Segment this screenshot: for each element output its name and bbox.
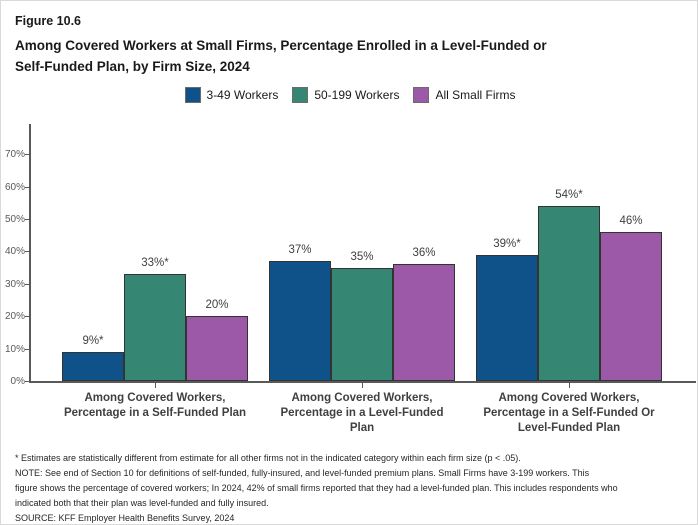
- legend-swatch: [292, 87, 309, 103]
- y-tick-mark: [25, 186, 30, 188]
- y-tick-label: 50%: [4, 214, 25, 225]
- bar-value-label: 36%: [412, 247, 436, 260]
- bar-value-label: 33%*: [141, 257, 169, 270]
- y-tick-mark: [25, 381, 30, 382]
- y-tick-label: 30%: [4, 278, 25, 290]
- legend-label: 3-49 Workers: [206, 88, 279, 102]
- legend-swatch: [184, 87, 201, 103]
- bar-value-label: 39%*: [493, 237, 521, 250]
- y-tick-mark: [25, 316, 30, 318]
- bar-value-label: 20%: [205, 299, 229, 312]
- chart-legend: 3-49 Workers 50-199 Workers All Small Firm…: [1, 87, 697, 103]
- chart: 0% 10% 20% 30% 40% 50% 60% 70% 9%* 33%* 20% Among C…: [1, 121, 697, 441]
- bar-3-49-workers: [62, 351, 124, 381]
- legend-swatch: [413, 87, 430, 103]
- bar-all-small-firms: [393, 264, 455, 381]
- figure-label: Figure 10.6: [15, 14, 81, 28]
- x-tick-mark: [362, 383, 363, 388]
- bar-50-199-workers: [331, 267, 393, 381]
- y-tick-label: 20%: [4, 311, 25, 323]
- footnote-source: SOURCE: KFF Employer Health Benefits Sur…: [15, 513, 235, 523]
- legend-item-all-small-firms: All Small Firms: [413, 87, 515, 103]
- x-tick-mark: [569, 383, 570, 388]
- bar-3-49-workers: [476, 254, 538, 381]
- bar-50-199-workers: [538, 206, 600, 381]
- footnote-asterisk: * Estimates are statistically different …: [15, 453, 521, 463]
- footnotes: * Estimates are statistically different …: [15, 451, 689, 524]
- y-tick-mark: [25, 251, 30, 253]
- y-tick-mark: [25, 348, 30, 350]
- x-tick-mark: [155, 383, 156, 388]
- y-axis-line: [29, 124, 31, 383]
- y-tick-label: 0%: [10, 376, 25, 387]
- bar-value-label: 37%: [288, 244, 312, 257]
- bar-3-49-workers: [269, 261, 331, 381]
- x-axis-label: Among Covered Workers, Percentage in a L…: [280, 392, 444, 434]
- y-tick-mark: [25, 154, 30, 156]
- legend-label: All Small Firms: [435, 88, 516, 102]
- bar-all-small-firms: [186, 316, 248, 381]
- y-tick-label: 60%: [4, 181, 25, 193]
- y-tick-label: 10%: [4, 343, 25, 355]
- bar-50-199-workers: [124, 274, 186, 381]
- footnote-note: NOTE: See end of Section 10 for definiti…: [15, 468, 618, 508]
- legend-label: 50-199 Workers: [314, 88, 400, 102]
- x-axis-label: Among Covered Workers, Percentage in a S…: [483, 392, 655, 434]
- bar-value-label: 35%: [350, 250, 374, 263]
- figure-title: Among Covered Workers at Small Firms, Pe…: [15, 38, 547, 74]
- y-tick-label: 70%: [4, 149, 25, 161]
- y-tick-label: 40%: [4, 246, 25, 258]
- bar-value-label: 54%*: [555, 189, 583, 202]
- y-tick-mark: [25, 283, 30, 285]
- legend-item-3-49-workers: 3-49 Workers: [184, 87, 279, 103]
- legend-item-50-199-workers: 50-199 Workers: [292, 87, 399, 103]
- bar-value-label: 9%*: [82, 334, 104, 347]
- y-tick-mark: [25, 219, 30, 220]
- x-axis-line: [29, 381, 696, 383]
- bar-value-label: 46%: [619, 214, 643, 227]
- bar-all-small-firms: [600, 231, 662, 381]
- x-axis-label: Among Covered Workers, Percentage in a S…: [63, 392, 247, 419]
